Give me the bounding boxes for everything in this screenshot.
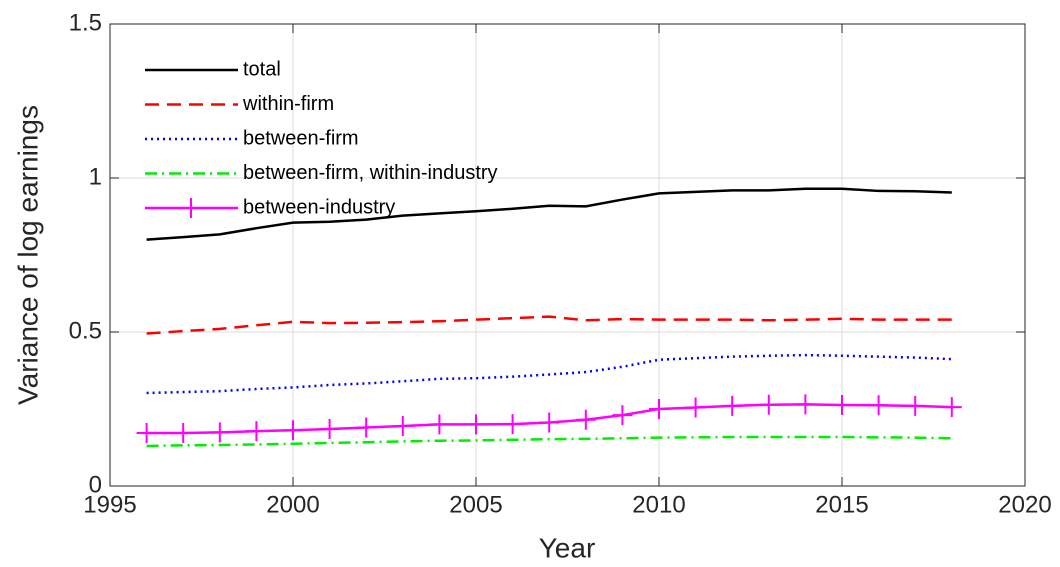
point-marker: [356, 417, 377, 438]
point-marker: [685, 397, 706, 418]
legend-label: within-firm: [242, 93, 334, 115]
x-tick-label: 1995: [83, 491, 136, 518]
point-marker: [649, 399, 669, 419]
point-marker: [539, 412, 560, 433]
y-axis-label: Variance of log earnings: [12, 105, 43, 405]
x-tick-label: 2020: [998, 491, 1051, 518]
point-marker: [502, 414, 523, 435]
series-line: [146, 187, 952, 241]
series-line: [146, 435, 952, 448]
point-marker: [173, 423, 194, 444]
series-line: [146, 353, 952, 395]
legend-label: between-industry: [243, 196, 395, 218]
point-marker: [795, 394, 816, 415]
point-marker: [283, 420, 303, 441]
legend-marker: [181, 198, 201, 218]
point-marker: [905, 395, 926, 416]
point-marker: [392, 415, 413, 436]
y-tick-label: 0.5: [69, 317, 102, 344]
legend-label: between-firm: [243, 127, 359, 149]
point-marker: [612, 405, 633, 426]
point-marker: [319, 419, 340, 440]
legend-label: total: [243, 58, 281, 80]
x-tick-label: 2000: [266, 491, 319, 518]
point-marker: [575, 409, 596, 430]
plot-frame: [109, 23, 1026, 487]
point-marker: [832, 394, 852, 415]
point-marker: [466, 414, 486, 435]
y-tick-label: 1: [89, 163, 102, 190]
series-line: [146, 315, 952, 335]
x-axis-label: Year: [539, 532, 596, 563]
point-marker: [209, 422, 230, 443]
point-marker: [136, 423, 157, 444]
point-marker: [868, 395, 889, 416]
y-tick-label: 0: [89, 471, 102, 498]
legend-label: between-firm, within-industry: [243, 162, 498, 184]
point-marker: [941, 397, 962, 418]
x-tick-label: 2005: [449, 491, 502, 518]
y-tick-label: 1.5: [69, 9, 102, 36]
x-tick-label: 2010: [632, 491, 685, 518]
x-tick-label: 2015: [815, 491, 868, 518]
point-marker: [429, 414, 450, 435]
point-marker: [722, 395, 743, 416]
point-marker: [246, 421, 267, 442]
point-marker: [758, 394, 779, 415]
